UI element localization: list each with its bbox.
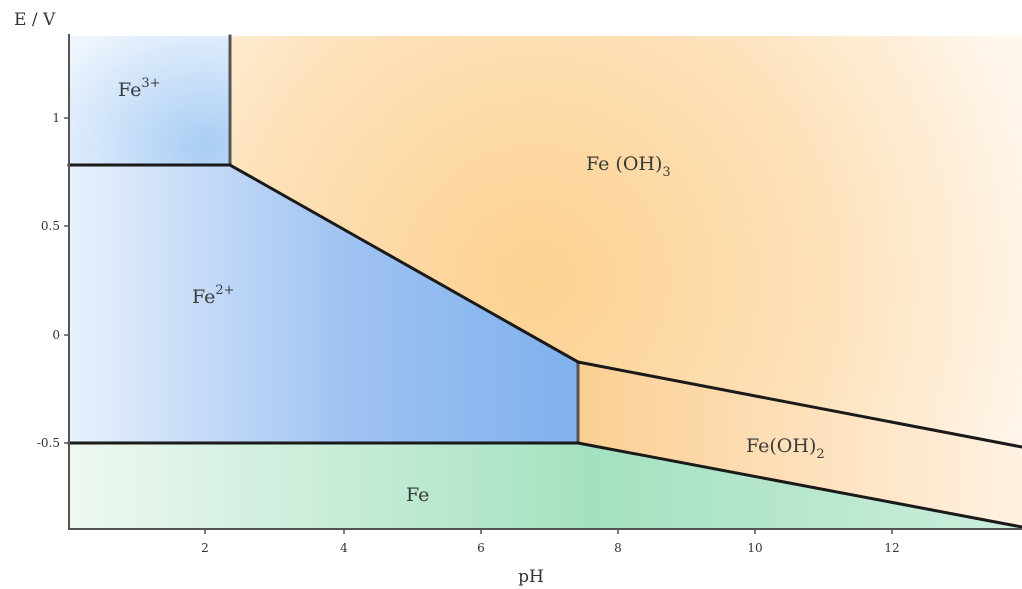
region-fe2-plus — [69, 165, 578, 443]
boundary-feoh2-fe — [576, 441, 1022, 529]
region-label-fe2-plus: Fe2+ — [192, 283, 235, 308]
boundary-fe2-feoh3 — [227, 162, 581, 365]
x-tick-label: 8 — [614, 541, 622, 555]
x-axis-title: pH — [518, 567, 544, 587]
y-tick-label: 1 — [52, 111, 60, 125]
x-tick-label: 12 — [884, 541, 899, 555]
boundary-lines — [67, 34, 1022, 529]
x-tick-label: 2 — [201, 541, 209, 555]
y-ticks — [64, 117, 69, 444]
x-ticks — [204, 529, 893, 534]
y-tick-label: -0.5 — [37, 436, 60, 450]
y-axis-title: E / V — [14, 10, 56, 30]
region-label-fe-oh-3: Fe (OH)3 — [586, 153, 671, 180]
region-fe-oh-2 — [578, 362, 1022, 527]
region-label-fe3-plus: Fe3+ — [118, 76, 161, 101]
region-fe-metal — [69, 443, 1022, 528]
region-label-fe-oh-2: Fe(OH)2 — [746, 435, 825, 462]
region-label-fe-metal: Fe — [406, 484, 429, 506]
boundary-feoh3-feoh2 — [576, 360, 1022, 449]
x-tick-label: 4 — [340, 541, 348, 555]
y-tick-label: 0 — [52, 328, 60, 342]
region-fe3-plus — [69, 36, 230, 165]
x-tick-label: 10 — [747, 541, 762, 555]
region-fe-oh-3 — [230, 36, 1022, 447]
x-tick-label: 6 — [477, 541, 485, 555]
y-tick-label: 0.5 — [41, 219, 60, 233]
